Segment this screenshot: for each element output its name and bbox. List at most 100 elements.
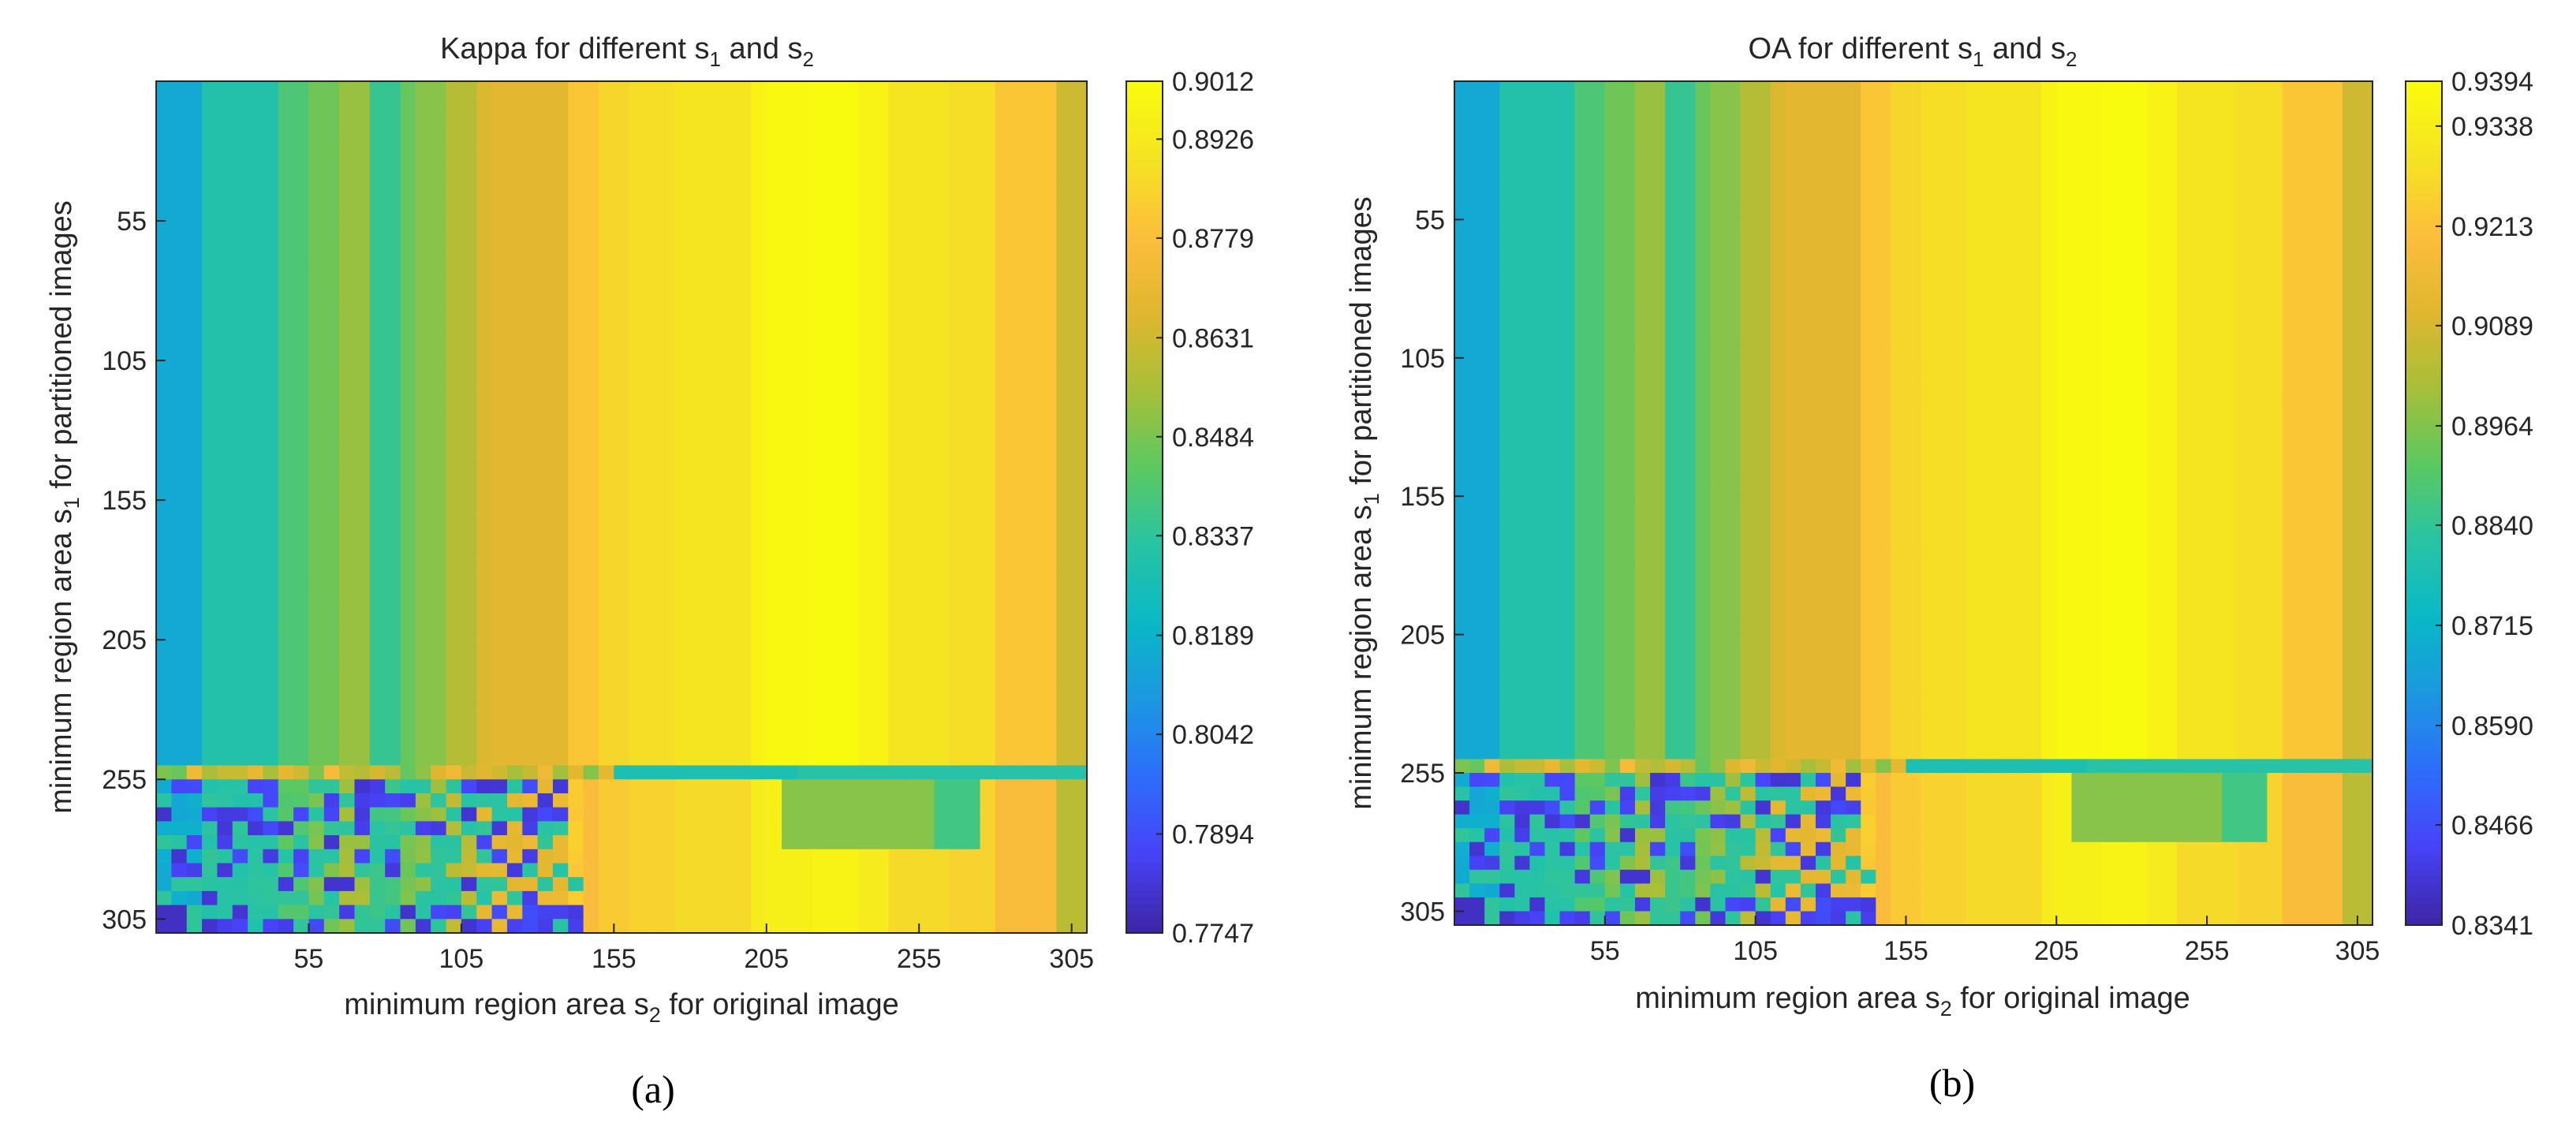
heatmap-cell [1634,95,1651,110]
heatmap-cell [720,123,737,138]
heatmap-cell [903,542,920,557]
heatmap-cell [1056,905,1073,920]
heatmap-cell [339,416,356,431]
heatmap-cell [232,513,248,529]
heatmap-cell [2357,274,2373,289]
heatmap-cell [2297,316,2313,331]
heatmap-cell [552,542,569,557]
heatmap-cell [1604,95,1621,110]
heatmap-cell [919,192,935,207]
heatmap-cell [248,109,264,124]
heatmap-cell [171,751,188,767]
heatmap-cell [782,835,798,850]
heatmap-cell [415,276,431,292]
heatmap-cell [248,360,264,375]
heatmap-cell [705,304,722,319]
heatmap-cell [308,723,325,738]
heatmap-cell [690,388,706,403]
heatmap-cell [171,513,188,529]
heatmap-cell [614,136,630,152]
heatmap-cell [644,835,660,850]
colorbar-swatch [1126,493,1163,501]
heatmap-cell [1725,219,1742,234]
heatmap-cell [354,569,371,584]
heatmap-cell [415,151,431,166]
heatmap-cell [888,640,905,655]
heatmap-cell [1680,274,1696,289]
heatmap-cell [1071,513,1088,529]
heatmap-cell [369,751,386,767]
heatmap-cell [263,332,279,347]
heatmap-cell [644,221,660,236]
heatmap-cell [965,81,981,96]
heatmap-cell [369,542,386,557]
panel-caption-a: (a) [631,1067,675,1111]
heatmap-cell [1071,430,1088,445]
heatmap-cell [293,123,310,138]
heatmap-cell [202,416,218,431]
heatmap-cell [2116,109,2133,124]
heatmap-cell [1454,205,1470,221]
heatmap-cell [248,123,264,138]
heatmap-cell [1071,221,1088,236]
heatmap-cell [1725,192,1742,207]
heatmap-cell [1056,890,1073,906]
heatmap-cell [2267,177,2283,192]
heatmap-cell [583,793,599,808]
heatmap-cell [1785,261,1801,276]
heatmap-cell [1529,302,1546,317]
heatmap-cell [949,542,965,557]
heatmap-cell [614,416,630,431]
heatmap-cell [385,681,401,696]
heatmap-cell [598,555,614,571]
heatmap-cell [949,263,965,278]
heatmap-cell [919,765,935,780]
heatmap-cell [339,849,356,864]
colorbar-swatch [1126,926,1163,934]
heatmap-cell [522,458,539,473]
heatmap-cell [1710,150,1727,165]
heatmap-cell [2267,219,2283,234]
heatmap-cell [980,500,996,515]
heatmap-cell [812,374,828,390]
heatmap-cell [186,640,203,655]
heatmap-cell [2222,136,2238,151]
heatmap-cell [1071,555,1088,571]
heatmap-cell [751,192,767,207]
heatmap-cell [2086,316,2103,331]
heatmap-cell [1589,150,1606,165]
heatmap-cell [461,486,477,501]
heatmap-cell [1040,821,1057,836]
heatmap-cell [659,360,676,375]
heatmap-cell [934,584,950,599]
heatmap-cell [2267,164,2283,179]
heatmap-cell [323,779,340,794]
heatmap-cell [736,584,752,599]
heatmap-cell [323,653,340,669]
heatmap-cell [202,472,218,487]
heatmap-cell [1921,177,1937,192]
heatmap-cell [1529,150,1546,165]
heatmap-cell [857,611,874,627]
heatmap-cell [949,919,965,934]
heatmap-cell [720,486,737,501]
heatmap-cell [278,234,294,250]
heatmap-cell [720,569,737,584]
heatmap-cell [354,248,371,263]
heatmap-cell [415,486,431,501]
heatmap-cell [1010,919,1027,934]
heatmap-cell [995,890,1011,906]
heatmap-cell [2267,136,2283,151]
colorbar-swatch [1126,883,1163,891]
heatmap-cell [2161,177,2178,192]
heatmap-cell [248,221,264,236]
heatmap-cell [1056,919,1073,934]
heatmap-cell [522,598,539,613]
heatmap-cell [1010,374,1027,390]
heatmap-cell [1025,290,1042,305]
heatmap-cell [980,374,996,390]
heatmap-cell [385,849,401,864]
heatmap-cell [736,765,752,780]
heatmap-cell [644,304,660,319]
heatmap-cell [782,165,798,180]
